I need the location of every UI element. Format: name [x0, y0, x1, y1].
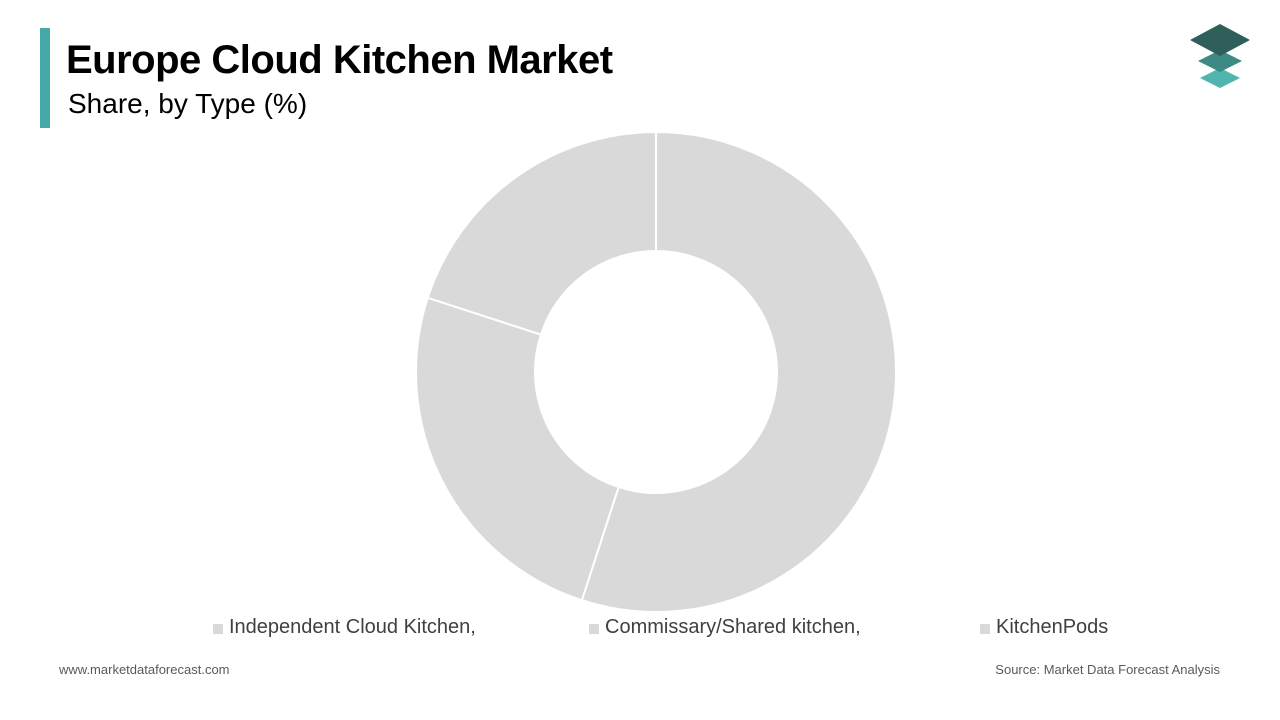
- donut-slice-kitchenpods: [426, 130, 657, 336]
- legend-swatch: [213, 623, 223, 634]
- legend-item-kitchenpods: KitchenPods: [980, 616, 1108, 639]
- footer-website: www.marketdataforecast.com: [59, 662, 230, 677]
- title-accent-bar: [40, 28, 50, 128]
- legend-swatch: [980, 623, 990, 634]
- legend-label: Commissary/Shared kitchen,: [605, 616, 861, 638]
- logo-layer-bottom: [1200, 68, 1240, 88]
- legend-item-independent-cloud-kitchen: Independent Cloud Kitchen,: [213, 616, 476, 639]
- footer-source: Source: Market Data Forecast Analysis: [995, 662, 1220, 677]
- donut-slice-independent-cloud-kitchen: [580, 130, 897, 613]
- logo-layer-middle: [1198, 50, 1242, 72]
- legend-label: Independent Cloud Kitchen,: [229, 616, 476, 638]
- stacked-layers-logo-icon: [1190, 24, 1250, 88]
- chart-subtitle: Share, by Type (%): [68, 88, 308, 119]
- donut-slice-commissary-shared-kitchen: [414, 296, 620, 602]
- logo-layer-top: [1190, 24, 1250, 56]
- legend-swatch: [589, 623, 599, 634]
- chart-title: Europe Cloud Kitchen Market: [66, 38, 613, 82]
- legend-item-commissary-shared-kitchen: Commissary/Shared kitchen,: [589, 616, 861, 639]
- legend-label: KitchenPods: [996, 616, 1109, 638]
